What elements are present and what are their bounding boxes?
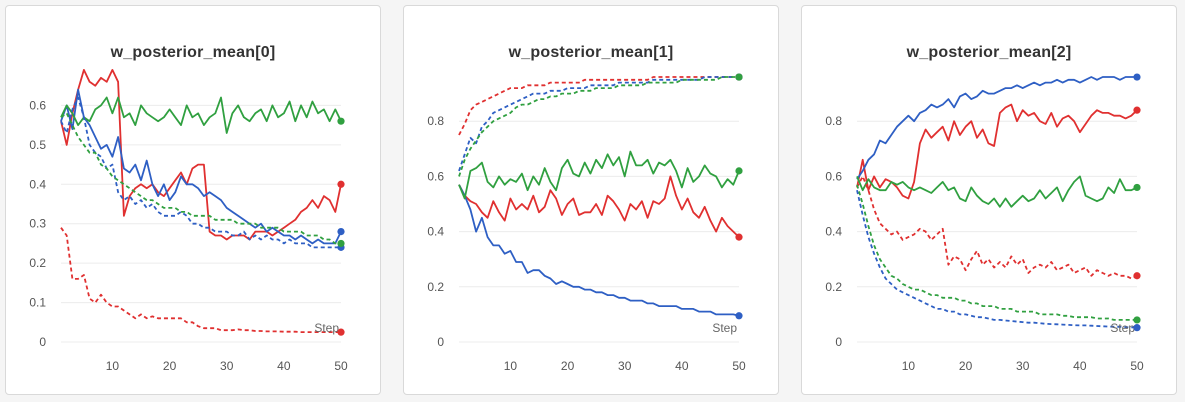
series-endpoint-green — [735, 167, 743, 175]
series-line-green — [60, 96, 342, 134]
x-axis-label: Step — [1110, 321, 1135, 335]
chart-title: w_posterior_mean[2] — [906, 44, 1072, 61]
y-tick-label: 0.4 — [427, 225, 444, 239]
y-tick-label: 0.2 — [427, 280, 444, 294]
series-endpoint-red-dashed — [337, 328, 345, 336]
chart-panel-1: w_posterior_mean[1] 0 0.2 0.4 0.6 0.8 10 20 30 4… — [403, 5, 779, 395]
series-endpoint-green-dashed — [735, 73, 743, 81]
x-tick-label: 10 — [902, 359, 916, 373]
y-tick-label: 0.4 — [29, 177, 46, 191]
x-tick-label: 10 — [504, 359, 518, 373]
x-tick-label: 30 — [1016, 359, 1030, 373]
chart-panel-2: w_posterior_mean[2] 0 0.2 0.4 0.6 0.8 10 20 30 4… — [801, 5, 1177, 395]
x-axis-label: Step — [712, 321, 737, 335]
x-tick-label: 40 — [1073, 359, 1087, 373]
series-line-green — [458, 150, 740, 200]
chart-plot[interactable]: 0 0.2 0.4 0.6 0.8 10 20 30 40 50 Step — [404, 6, 778, 394]
y-tick-label: 0.5 — [29, 138, 46, 152]
y-tick-label: 0.6 — [825, 169, 842, 183]
chart-title: w_posterior_mean[1] — [508, 44, 674, 61]
y-tick-label: 0.4 — [825, 225, 842, 239]
series-endpoint-blue — [337, 228, 345, 236]
chart-plot[interactable]: 0 0.1 0.2 0.3 0.4 0.5 0.6 10 20 30 40 50 Step — [6, 6, 380, 394]
series-line-green — [856, 175, 1138, 208]
chart-title: w_posterior_mean[0] — [110, 44, 276, 61]
y-tick-label: 0.2 — [29, 256, 46, 270]
series-line-dashed-green — [856, 184, 1137, 321]
series-line-blue — [856, 76, 1137, 180]
x-axis-label: Step — [314, 321, 339, 335]
y-tick-label: 0 — [835, 335, 842, 349]
series-line-dashed-blue — [458, 76, 739, 172]
x-tick-label: 40 — [277, 359, 291, 373]
series-line-red — [458, 175, 740, 238]
series-line-red — [856, 103, 1138, 200]
y-tick-label: 0.1 — [29, 296, 46, 310]
y-tick-label: 0.6 — [29, 98, 46, 112]
series-line-red — [60, 69, 342, 241]
y-tick-label: 0.6 — [427, 169, 444, 183]
series-endpoint-green — [337, 117, 345, 125]
x-tick-label: 20 — [561, 359, 575, 373]
series-endpoint-green-dashed — [337, 239, 345, 248]
chart-panel-0: w_posterior_mean[0] 0 0.1 0.2 0.3 0.4 0.5 0.6 1… — [5, 5, 381, 395]
x-tick-label: 50 — [1130, 359, 1144, 373]
chart-plot[interactable]: 0 0.2 0.4 0.6 0.8 10 20 30 40 50 Step — [802, 6, 1176, 394]
series-endpoint-red — [1133, 106, 1141, 114]
y-tick-label: 0.8 — [427, 114, 444, 128]
series-endpoint-green — [1133, 183, 1141, 192]
series-line-dashed-red — [60, 227, 341, 334]
y-tick-label: 0.3 — [29, 217, 46, 231]
series-line-dashed-blue — [856, 189, 1138, 329]
series-endpoint-red — [337, 180, 345, 188]
y-tick-label: 0.8 — [825, 114, 842, 128]
series-line-blue — [60, 88, 342, 245]
x-tick-label: 30 — [220, 359, 234, 373]
y-tick-label: 0.2 — [825, 280, 842, 294]
series-endpoint-blue-dashed — [1133, 324, 1141, 332]
series-endpoint-red-dashed — [1133, 272, 1141, 280]
series-endpoint-green-dashed — [1133, 316, 1141, 324]
x-tick-label: 20 — [163, 359, 177, 373]
x-tick-label: 30 — [618, 359, 632, 373]
x-tick-label: 20 — [959, 359, 973, 373]
series-line-dashed-red — [458, 76, 739, 136]
series-line-dashed-blue — [60, 96, 341, 249]
series-line-dashed-green — [458, 76, 739, 177]
series-endpoint-blue — [1133, 73, 1141, 81]
x-tick-label: 50 — [334, 359, 348, 373]
x-tick-label: 50 — [732, 359, 746, 373]
series-line-dashed-green — [60, 112, 341, 245]
y-tick-label: 0 — [39, 335, 46, 349]
y-tick-label: 0 — [437, 335, 444, 349]
series-endpoint-red — [735, 233, 743, 241]
x-tick-label: 10 — [106, 359, 120, 373]
x-tick-label: 40 — [675, 359, 689, 373]
series-line-blue — [458, 184, 740, 317]
series-endpoint-blue — [735, 312, 743, 320]
